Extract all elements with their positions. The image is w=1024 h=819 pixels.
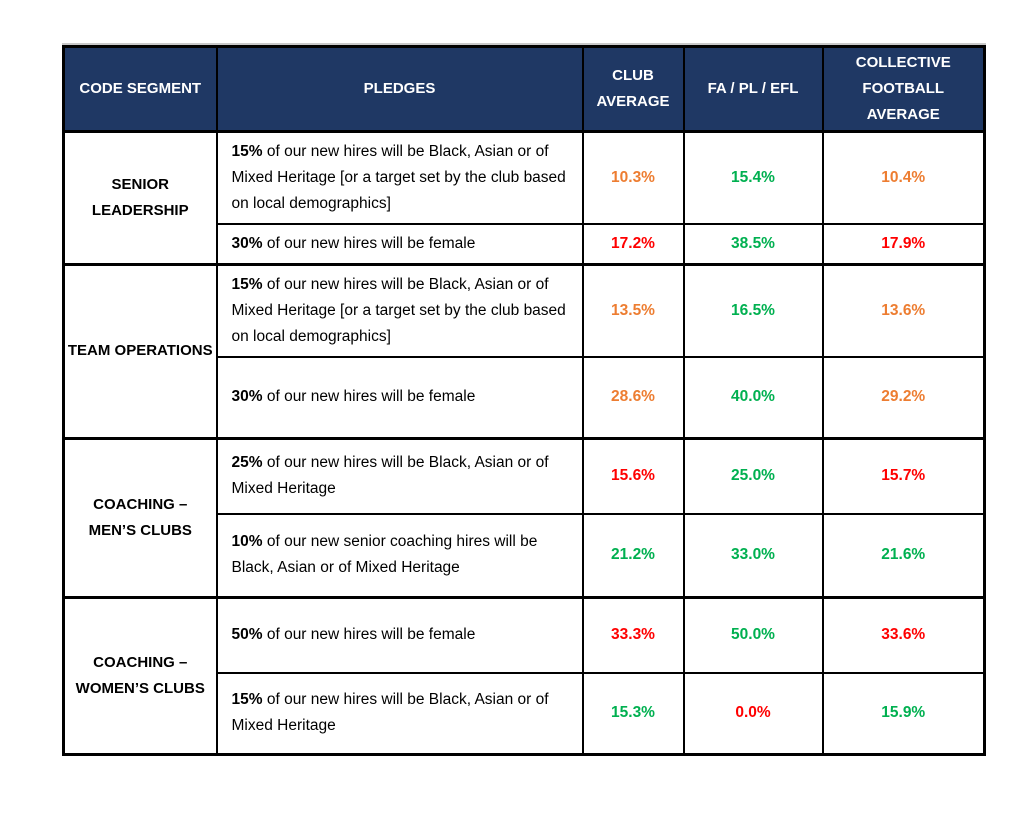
pledge-percent: 25% [231, 454, 263, 472]
club-average-value: 15.3% [581, 672, 685, 755]
fa-pl-efl-value: 16.5% [682, 263, 824, 358]
pledge-percent: 30% [231, 388, 263, 406]
pledge-text: of our new hires will be Black, Asian or… [231, 691, 549, 735]
collective-average-value: 29.2% [821, 356, 986, 439]
fa-pl-efl-value: 25.0% [682, 436, 824, 515]
pledge-cell: 25% of our new hires will be Black, Asia… [215, 436, 584, 515]
pledge-cell: 15% of our new hires will be Black, Asia… [215, 130, 584, 225]
pledge-cell: 10% of our new senior coaching hires wil… [215, 513, 584, 598]
segment-label-line: TEAM OPERATIONS [67, 342, 213, 360]
fa-pl-efl-value: 33.0% [682, 513, 824, 598]
pledge-text: of our new hires will be Black, Asian or… [231, 143, 566, 212]
column-header-collective-football-average: COLLECTIVE FOOTBALL AVERAGE [821, 45, 986, 133]
pledge-cell: 15% of our new hires will be Black, Asia… [215, 263, 584, 358]
pledge-percent: 15% [231, 276, 263, 293]
segment-cell-coaching-mens-clubs: COACHING – MEN’S CLUBS [62, 436, 218, 598]
segment-label-line: COACHING – [93, 495, 188, 513]
club-average-value: 28.6% [581, 356, 685, 439]
fa-pl-efl-value: 50.0% [682, 595, 824, 674]
column-header-code-segment: CODE SEGMENT [62, 45, 218, 133]
segment-cell-coaching-womens-clubs: COACHING – WOMEN’S CLUBS [62, 595, 218, 755]
fa-pl-efl-value: 15.4% [682, 130, 824, 225]
collective-average-value: 10.4% [821, 130, 986, 225]
pledge-percent: 10% [231, 533, 263, 551]
pledge-percent: 30% [231, 235, 263, 252]
segment-cell-senior-leadership: SENIOR LEADERSHIP [62, 130, 218, 266]
club-average-value: 15.6% [581, 436, 685, 515]
pledge-cell: 15% of our new hires will be Black, Asia… [215, 672, 584, 755]
collective-average-value: 15.9% [821, 672, 986, 755]
column-header-club-average: CLUB AVERAGE [581, 45, 685, 133]
club-average-value: 13.5% [581, 263, 685, 358]
table-row: 30% of our new hires will be female 28.6… [64, 356, 986, 439]
segment-label-line: SENIOR [111, 176, 169, 193]
club-average-value: 33.3% [581, 595, 685, 674]
segment-label-line: WOMEN’S CLUBS [75, 679, 205, 697]
pledge-text: of our new hires will be Black, Asian or… [231, 454, 549, 498]
club-average-value: 10.3% [581, 130, 685, 225]
fa-pl-efl-value: 38.5% [682, 223, 824, 266]
collective-average-value: 17.9% [821, 223, 986, 266]
pledges-table: CODE SEGMENT PLEDGES CLUB AVERAGE FA / P… [62, 45, 986, 756]
segment-label-line: MEN’S CLUBS [88, 521, 192, 539]
table-row: 30% of our new hires will be female 17.2… [64, 223, 986, 266]
pledge-percent: 15% [231, 691, 263, 709]
pledge-text: of our new hires will be female [262, 388, 476, 406]
table-row: COACHING – MEN’S CLUBS 25% of our new hi… [62, 436, 986, 598]
table-header-row: CODE SEGMENT PLEDGES CLUB AVERAGE FA / P… [62, 45, 986, 133]
pledge-cell: 50% of our new hires will be female [215, 595, 584, 674]
table-row: 10% of our new senior coaching hires wil… [64, 513, 986, 598]
collective-average-value: 21.6% [821, 513, 986, 598]
pledge-cell: 30% of our new hires will be female [215, 356, 584, 439]
pledge-text: of our new senior coaching hires will be… [231, 533, 538, 577]
column-header-fa-pl-efl: FA / PL / EFL [682, 45, 824, 133]
table-row: SENIOR LEADERSHIP 15% of our new hires w… [62, 130, 986, 266]
table-row: COACHING – WOMEN’S CLUBS 50% of our new … [62, 595, 986, 755]
collective-average-value: 13.6% [821, 263, 986, 358]
segment-cell-team-operations: TEAM OPERATIONS [62, 263, 218, 439]
collective-average-value: 15.7% [821, 436, 986, 515]
pledge-percent: 50% [231, 626, 263, 644]
fa-pl-efl-value: 0.0% [682, 672, 824, 755]
column-header-pledges: PLEDGES [215, 45, 584, 133]
pledge-text: of our new hires will be Black, Asian or… [231, 276, 566, 345]
table-row: 15% of our new hires will be Black, Asia… [64, 672, 986, 755]
club-average-value: 17.2% [581, 223, 685, 266]
pledge-text: of our new hires will be female [262, 235, 476, 252]
table-row: TEAM OPERATIONS 15% of our new hires wil… [62, 263, 986, 439]
segment-label-line: LEADERSHIP [91, 202, 189, 219]
pledge-text: of our new hires will be female [262, 626, 476, 644]
pledge-percent: 15% [231, 143, 263, 160]
pledge-cell: 30% of our new hires will be female [215, 223, 584, 266]
collective-average-value: 33.6% [821, 595, 986, 674]
club-average-value: 21.2% [581, 513, 685, 598]
segment-label-line: COACHING – [93, 653, 188, 671]
fa-pl-efl-value: 40.0% [682, 356, 824, 439]
